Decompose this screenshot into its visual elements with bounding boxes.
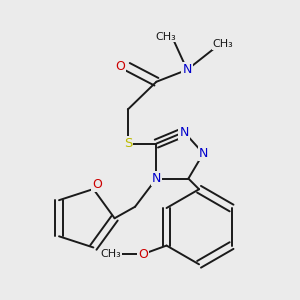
Text: N: N xyxy=(199,147,208,160)
Text: O: O xyxy=(138,248,148,261)
Text: O: O xyxy=(115,60,125,73)
Text: CH₃: CH₃ xyxy=(101,249,122,259)
Text: N: N xyxy=(152,172,161,185)
Text: S: S xyxy=(124,137,132,150)
Text: CH₃: CH₃ xyxy=(155,32,176,41)
Text: CH₃: CH₃ xyxy=(213,39,233,49)
Text: N: N xyxy=(179,126,189,139)
Text: N: N xyxy=(182,63,192,76)
Text: O: O xyxy=(92,178,102,191)
